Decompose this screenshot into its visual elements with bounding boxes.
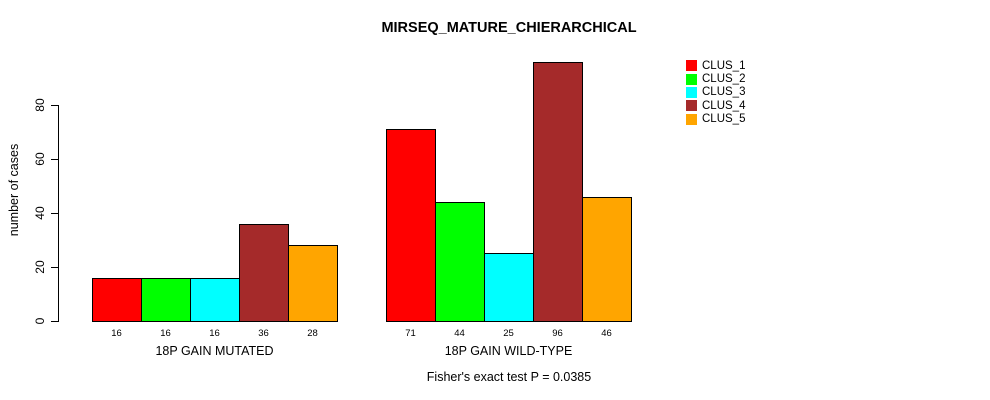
legend-label: CLUS_2	[702, 73, 746, 86]
bar-value-label: 71	[405, 328, 416, 339]
y-axis-tick-label: 80	[33, 98, 47, 112]
y-axis-tick	[51, 105, 59, 106]
legend-item: CLUS_3	[686, 86, 745, 99]
bar-clus_4	[533, 62, 583, 322]
y-axis-tick-label: 20	[33, 260, 47, 274]
legend-item: CLUS_5	[686, 113, 745, 126]
y-axis-tick-label: 60	[33, 152, 47, 166]
legend-swatch-clus_3	[686, 86, 697, 98]
bar-clus_2	[141, 278, 191, 322]
legend-item: CLUS_2	[686, 72, 745, 85]
y-axis-tick	[51, 213, 59, 214]
chart-title: MIRSEQ_MATURE_CHIERARCHICAL	[381, 20, 637, 36]
legend-swatch-clus_5	[686, 113, 697, 125]
y-axis-tick	[51, 321, 59, 322]
bar-value-label: 96	[552, 328, 563, 339]
bar-value-label: 16	[111, 328, 122, 339]
legend-swatch-clus_4	[686, 100, 697, 112]
chart-caption: Fisher's exact test P = 0.0385	[426, 370, 592, 384]
legend-swatch-clus_1	[686, 60, 697, 72]
legend-swatch-clus_2	[686, 73, 697, 85]
bar-value-label: 28	[307, 328, 318, 339]
y-axis-tick-label: 0	[33, 317, 47, 325]
bar-value-label: 36	[258, 328, 269, 339]
y-axis-tick	[51, 267, 59, 268]
bar-value-label: 16	[209, 328, 220, 339]
bar-value-label: 44	[454, 328, 465, 339]
bar-clus_5	[288, 245, 338, 322]
bar-clus_1	[92, 278, 142, 322]
bar-clus_3	[484, 253, 534, 322]
bar-clus_5	[582, 197, 632, 322]
bar-clus_1	[386, 129, 436, 322]
y-axis-label: number of cases	[7, 143, 21, 237]
bar-value-label: 25	[503, 328, 514, 339]
y-axis-tick-label: 40	[33, 206, 47, 220]
bar-clus_4	[239, 224, 289, 322]
legend-label: CLUS_5	[702, 113, 746, 126]
bar-clus_3	[190, 278, 240, 322]
y-axis-tick	[51, 159, 59, 160]
legend-item: CLUS_4	[686, 99, 745, 112]
legend-label: CLUS_1	[702, 59, 746, 72]
x-axis-category-label: 18P GAIN MUTATED	[155, 344, 274, 358]
bar-value-label: 46	[601, 328, 612, 339]
bar-value-label: 16	[160, 328, 171, 339]
legend-label: CLUS_3	[702, 86, 746, 99]
bar-clus_2	[435, 202, 485, 322]
legend-item: CLUS_1	[686, 59, 745, 72]
x-axis-category-label: 18P GAIN WILD-TYPE	[444, 344, 573, 358]
legend: CLUS_1 CLUS_2 CLUS_3 CLUS_4 CLUS_5	[686, 59, 745, 126]
legend-label: CLUS_4	[702, 99, 746, 112]
